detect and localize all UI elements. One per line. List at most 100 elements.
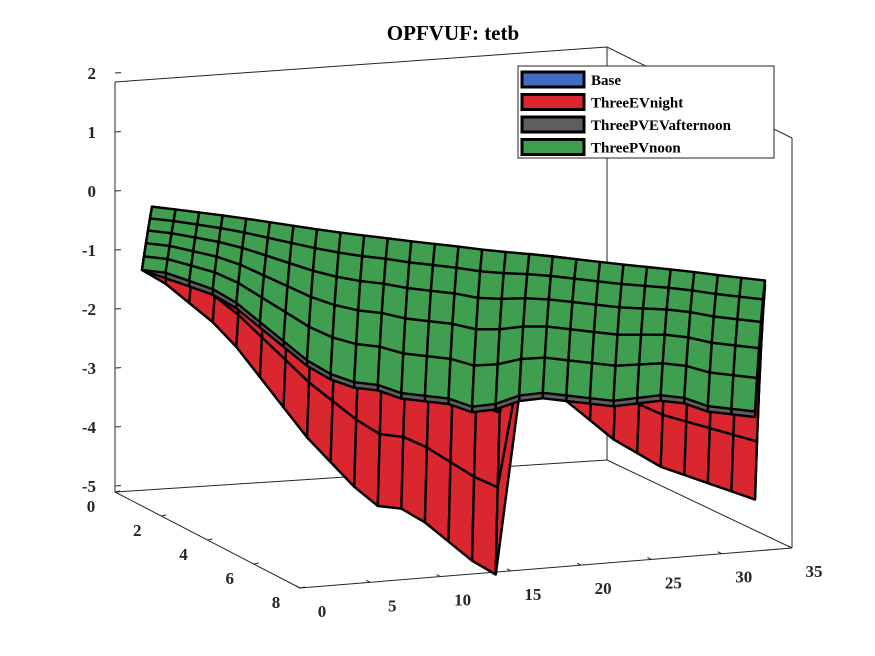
z-tick-label: 0 xyxy=(88,182,97,201)
surface-patch xyxy=(708,341,737,377)
z-tick-label: -5 xyxy=(82,477,96,496)
surface-patch xyxy=(641,284,670,311)
surface-patch xyxy=(408,240,437,267)
surface-patch xyxy=(357,279,385,315)
x-tick-label: 0 xyxy=(318,602,327,621)
surface-patch xyxy=(355,309,383,348)
surface-patch xyxy=(710,315,739,347)
x-tick-mark xyxy=(366,579,371,583)
surface-patch xyxy=(494,357,523,406)
surface-patch xyxy=(353,342,381,387)
y-tick-mark xyxy=(207,538,213,541)
surface-patch xyxy=(526,252,554,278)
surface-patch xyxy=(616,306,645,336)
x-tick-mark xyxy=(647,556,652,560)
surface-patch xyxy=(470,475,499,576)
legend-swatch xyxy=(520,70,586,89)
surface-patch xyxy=(661,333,690,368)
y-tick-label: 4 xyxy=(179,545,188,564)
y-tick-label: 0 xyxy=(87,497,96,516)
x-tick-mark xyxy=(717,551,722,555)
surface-patch xyxy=(470,363,499,408)
surface-patch xyxy=(571,277,600,306)
surface-patch xyxy=(406,261,435,292)
surface-patch xyxy=(659,362,688,400)
surface-patch xyxy=(476,270,505,301)
z-axis-ticks: 2 1 0 -1 -2 -3 -4 -5 xyxy=(82,64,122,496)
surface-patch xyxy=(500,272,529,301)
legend-swatch xyxy=(520,115,586,134)
legend-label: ThreePVnoon xyxy=(591,141,681,157)
chart-title: OPFVUF: tetb xyxy=(387,21,519,45)
x-tick-label: 15 xyxy=(524,585,541,604)
legend-label: ThreeEVnight xyxy=(591,96,683,112)
surface-patch xyxy=(683,364,711,408)
surface-patch xyxy=(635,403,664,468)
surface-patch xyxy=(404,286,433,323)
surface-patch xyxy=(614,333,643,367)
x-tick-label: 30 xyxy=(735,568,752,587)
surface-patch xyxy=(620,263,649,288)
y-tick-label: 8 xyxy=(272,593,281,612)
x-tick-label: 35 xyxy=(806,562,823,581)
surface-patch xyxy=(683,420,711,485)
surface-patch xyxy=(402,317,431,358)
surface-patch xyxy=(429,263,458,295)
z-tick-label: 2 xyxy=(88,64,97,83)
y-tick-label: 2 xyxy=(133,521,142,540)
legend-entries: Base ThreeEVnight ThreePVEVafternoon ThreeP… xyxy=(520,70,732,157)
surface-patch xyxy=(472,403,501,489)
x-tick-label: 25 xyxy=(665,573,682,592)
legend-label: ThreePVEVafternoon xyxy=(591,118,732,134)
surface-patch xyxy=(706,371,735,410)
surface-patch xyxy=(423,446,452,543)
surface-patch xyxy=(734,318,763,350)
surface-patch xyxy=(447,357,476,408)
surface-patch xyxy=(565,359,594,400)
surface-patch xyxy=(637,333,666,366)
surface-patch xyxy=(706,427,735,493)
surface-patch xyxy=(547,274,576,304)
surface-patch xyxy=(502,250,531,276)
surface-patch xyxy=(712,292,741,321)
surface-patch xyxy=(447,460,476,562)
surface-patch xyxy=(140,255,169,274)
y-tick-mark xyxy=(114,490,121,493)
surface-patch xyxy=(423,355,452,400)
legend-swatch xyxy=(520,93,586,111)
surface-patch xyxy=(376,345,405,395)
surface-patch xyxy=(730,433,759,501)
z-tick-label: 1 xyxy=(88,123,97,142)
surface-patch xyxy=(588,361,617,402)
surface-patch xyxy=(663,308,692,339)
surface-patch xyxy=(474,296,503,331)
z-tick-label: -2 xyxy=(82,300,96,319)
surface-patch xyxy=(618,282,647,310)
z-tick-label: -4 xyxy=(82,418,97,437)
surface-patch xyxy=(545,298,574,331)
z-tick-label: -1 xyxy=(82,241,96,260)
box-right-floor-edge xyxy=(606,459,793,549)
surface-patch xyxy=(592,303,621,336)
surface-patch xyxy=(498,297,527,331)
y-tick-mark xyxy=(161,514,167,517)
surface-patch xyxy=(567,328,596,365)
x-axis-ticks: 0 5 10 15 20 25 30 35 xyxy=(295,545,823,621)
surface-patch xyxy=(665,286,694,314)
surface-patch xyxy=(353,418,381,508)
surface-patch xyxy=(431,242,460,269)
x-tick-mark xyxy=(787,545,793,549)
x-tick-mark xyxy=(295,585,301,589)
surface-patch xyxy=(659,413,688,477)
surface-patch xyxy=(543,325,572,362)
surface-patch xyxy=(732,344,761,380)
x-tick-label: 20 xyxy=(595,579,612,598)
z-tick-label: -3 xyxy=(82,359,96,378)
box-back-top-edge xyxy=(114,46,608,83)
surface-patch xyxy=(425,320,454,361)
surface-patch xyxy=(472,328,501,367)
surface-patch xyxy=(478,248,507,275)
surface-patch xyxy=(639,307,668,336)
x-tick-label: 10 xyxy=(454,591,471,610)
surface-patch xyxy=(427,289,456,326)
